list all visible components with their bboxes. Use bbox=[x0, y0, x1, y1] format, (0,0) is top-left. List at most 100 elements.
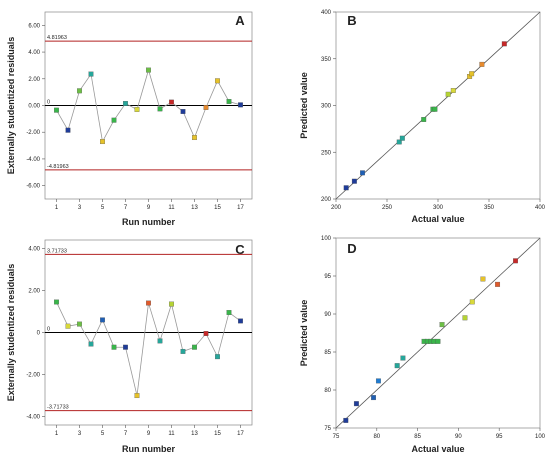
panel-a-data-point bbox=[65, 127, 71, 133]
panel-d-data-point bbox=[400, 355, 406, 361]
panel-a-xtick-label: 5 bbox=[101, 205, 105, 211]
panel-a-data-point bbox=[134, 107, 140, 112]
panel-b-data-point bbox=[399, 135, 405, 141]
panel-c-data-point bbox=[180, 348, 186, 354]
panel-b-xtick-label: 200 bbox=[331, 205, 342, 211]
panel-b-diagonal-line bbox=[335, 11, 541, 200]
panel-a-data-point bbox=[180, 109, 186, 114]
panel-c-data-point bbox=[134, 393, 140, 399]
panel-b-data-point bbox=[421, 117, 427, 122]
panel-c-xtick-label: 1 bbox=[55, 431, 59, 437]
panel-a-data-point bbox=[146, 67, 151, 73]
panel-a-data-point bbox=[88, 71, 94, 77]
panel-c-data-point bbox=[77, 321, 82, 327]
panel-d-xtick-label: 85 bbox=[414, 434, 421, 440]
panel-d-xtick-label: 80 bbox=[373, 434, 380, 440]
panel-c-xtick-label: 9 bbox=[147, 431, 151, 437]
panel-c-xtick-label: 5 bbox=[101, 431, 105, 437]
panel-c-upper-limit-label: 3.71733 bbox=[47, 248, 67, 254]
panel-b-ytick-label: 250 bbox=[321, 150, 332, 156]
panel-c-xtick-label: 15 bbox=[214, 431, 221, 437]
panel-d-ytick-label: 85 bbox=[324, 350, 331, 356]
panel-c-xtick-label: 3 bbox=[78, 431, 82, 437]
panel-d-data-point bbox=[435, 338, 441, 344]
panel-c-data-point bbox=[169, 301, 174, 307]
panel-d-ylabel: Predicted value bbox=[299, 300, 309, 367]
panel-c-ytick-label: 0 bbox=[37, 331, 41, 337]
panel-a-ylabel: Externally studentized residuals bbox=[6, 37, 16, 175]
panel-a-data-point bbox=[215, 78, 220, 84]
panel-a-data-point bbox=[157, 106, 163, 112]
panel-a-xtick-label: 17 bbox=[237, 205, 244, 211]
panel-b-xtick-label: 350 bbox=[484, 205, 495, 211]
panel-b-data-point bbox=[343, 185, 349, 191]
panel-a-ytick-label: -2.00 bbox=[26, 130, 40, 136]
panel-b-xtick-label: 400 bbox=[535, 205, 546, 211]
panel-c-data-point bbox=[238, 318, 243, 324]
panel-c-data-point bbox=[123, 344, 128, 350]
panel-c-ytick-label: 2.00 bbox=[28, 288, 40, 294]
panel-a-xlabel: Run number bbox=[122, 217, 175, 227]
panel-b-data-point bbox=[432, 106, 438, 112]
panel-d-ytick-label: 90 bbox=[324, 312, 331, 318]
panel-b-data-point bbox=[479, 61, 485, 67]
panel-b-data-point bbox=[501, 41, 507, 47]
panel-b-xtick-label: 250 bbox=[382, 205, 393, 211]
panel-a-letter: A bbox=[235, 13, 245, 28]
panel-c-xtick-label: 7 bbox=[124, 431, 128, 437]
panel-c-zero-label: 0 bbox=[47, 327, 50, 333]
panel-d-xlabel: Actual value bbox=[411, 444, 464, 454]
panel-d-diagonal-line bbox=[335, 237, 541, 429]
panel-c-data-point bbox=[226, 310, 232, 315]
panel-a-xtick-label: 11 bbox=[168, 205, 175, 211]
panel-a-xtick-label: 1 bbox=[55, 205, 59, 211]
panel-b-xtick-label: 300 bbox=[433, 205, 444, 211]
panel-a-data-point bbox=[123, 101, 128, 106]
panel-a-upper-limit-label: 4.81963 bbox=[47, 35, 67, 41]
panel-c-xtick-label: 11 bbox=[168, 431, 175, 437]
panel-d-data-point bbox=[343, 417, 349, 423]
panel-a-xtick-label: 7 bbox=[124, 205, 128, 211]
panel-a-lower-limit-label: -4.81963 bbox=[47, 164, 69, 170]
panel-d-data-point bbox=[371, 395, 376, 401]
panel-c-ytick-label: -4.00 bbox=[26, 415, 40, 421]
panel-b-ytick-label: 350 bbox=[321, 57, 332, 63]
panel-d-xtick-label: 95 bbox=[496, 434, 503, 440]
panel-c-letter: C bbox=[235, 242, 245, 257]
panel-c-data-point bbox=[54, 299, 59, 305]
panel-a-zero-label: 0 bbox=[47, 100, 50, 106]
panel-d-data-point bbox=[513, 258, 518, 264]
panel-a-ytick-label: 6.00 bbox=[28, 23, 40, 29]
panel-c-series-line bbox=[56, 301, 241, 396]
panel-d-letter: D bbox=[347, 241, 356, 256]
panel-b-letter: B bbox=[347, 13, 356, 28]
panel-d-xtick-label: 90 bbox=[455, 434, 462, 440]
panel-d-data-point bbox=[469, 299, 475, 305]
panel-c-xlabel: Run number bbox=[122, 444, 175, 454]
panel-a-data-point bbox=[192, 135, 197, 141]
panel-a-ytick-label: -4.00 bbox=[26, 157, 40, 163]
panel-a-xtick-label: 13 bbox=[191, 205, 198, 211]
panel-c-data-point bbox=[111, 344, 117, 350]
panel-a-data-point bbox=[111, 117, 117, 123]
panel-a-xtick-label: 3 bbox=[78, 205, 82, 211]
panel-b-ytick-label: 300 bbox=[321, 104, 332, 110]
panel-c-xtick-label: 13 bbox=[191, 431, 198, 437]
panel-a-data-point bbox=[54, 107, 59, 113]
panel-d-data-point bbox=[375, 378, 381, 384]
panel-a-xtick-label: 9 bbox=[147, 205, 151, 211]
panel-d-data-point bbox=[462, 315, 468, 321]
panel-d-ytick-label: 95 bbox=[324, 274, 331, 280]
panel-a-ytick-label: 2.00 bbox=[28, 77, 40, 83]
panel-c-data-point bbox=[192, 344, 197, 350]
panel-c-data-point bbox=[157, 338, 163, 344]
panel-b-ylabel: Predicted value bbox=[299, 72, 309, 139]
panel-c-xtick-label: 17 bbox=[237, 431, 244, 437]
panel-b-data-point bbox=[351, 178, 357, 184]
panel-d-data-point bbox=[439, 322, 445, 328]
panel-b-ytick-label: 200 bbox=[321, 197, 332, 203]
panel-b-data-point bbox=[396, 139, 402, 145]
panel-c-ytick-label: 4.00 bbox=[28, 246, 40, 252]
panel-c-data-point bbox=[100, 317, 105, 323]
